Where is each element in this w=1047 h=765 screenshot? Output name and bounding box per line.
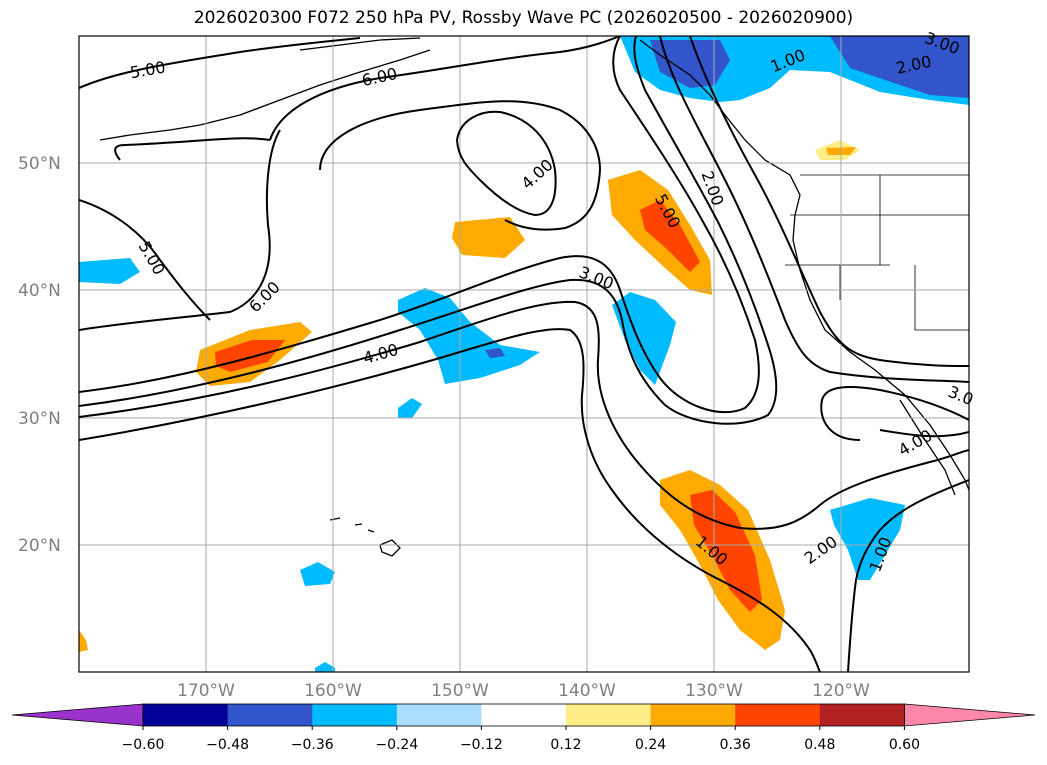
negative-anomaly-west <box>79 258 140 284</box>
colorbar-segment <box>396 704 482 726</box>
boundaries <box>785 174 969 331</box>
colorbar-segment <box>650 704 736 726</box>
us-state-lines <box>785 175 969 331</box>
lon-label: 120°W <box>812 681 870 701</box>
contour-3-band <box>79 36 778 425</box>
colorbar-tick-label: −0.60 <box>122 737 165 753</box>
lat-label: 20°N <box>18 536 61 556</box>
positive-anomaly-northeast-core <box>640 200 700 272</box>
lat-axis: 20°N 30°N 40°N 50°N <box>18 154 61 556</box>
colorbar-tick-label: −0.24 <box>375 737 418 753</box>
lon-label: 140°W <box>558 681 616 701</box>
lat-label: 40°N <box>18 281 61 301</box>
positive-anomaly-central <box>452 217 525 258</box>
colorbar-segment <box>481 704 567 726</box>
shaded-anomalies <box>79 36 969 672</box>
colorbar-tick-label: 0.24 <box>635 737 666 753</box>
negative-anomaly-southeast <box>830 498 905 580</box>
negative-anomaly-small <box>398 398 422 418</box>
hawaii-islands <box>329 517 375 533</box>
colorbar: −0.60 −0.48 −0.36 −0.24 −0.12 0.12 0.24 0.36 0.4… <box>11 703 1036 753</box>
lon-label: 160°W <box>304 681 362 701</box>
colorbar-tick-label: −0.48 <box>206 737 249 753</box>
colorbar-tick-label: 0.48 <box>804 737 835 753</box>
lon-label: 170°W <box>177 681 235 701</box>
colorbar-tick-label: −0.36 <box>291 737 334 753</box>
lon-label: 130°W <box>685 681 743 701</box>
contour-5-west <box>79 137 271 321</box>
colorbar-tick-label: 0.60 <box>889 737 920 753</box>
lon-axis: 170°W 160°W 150°W 140°W 130°W 120°W <box>177 681 870 701</box>
contour-4-east <box>820 386 969 441</box>
contour-6-loop <box>79 100 602 331</box>
aleutian-coast <box>99 49 431 141</box>
contour-2-band <box>79 36 969 530</box>
contour-6-north <box>269 36 621 141</box>
contour-5-north <box>79 37 361 89</box>
positive-anomaly-edge <box>79 630 88 652</box>
north-america-coast <box>639 39 969 491</box>
colorbar-extend-max <box>904 703 1036 727</box>
colorbar-extend-min <box>11 703 144 727</box>
baja-coast <box>899 399 956 496</box>
positive-anomaly-southeast-core <box>690 490 762 612</box>
colorbar-segment <box>566 704 652 726</box>
map-title: 2026020300 F072 250 hPa PV, Rossby Wave … <box>193 8 854 28</box>
colorbar-tick-label: 0.36 <box>720 737 751 753</box>
colorbar-segment <box>143 704 229 726</box>
colorbar-segment <box>819 704 905 726</box>
contour-1-south <box>847 479 969 672</box>
negative-anomaly-central <box>398 288 540 384</box>
lat-label: 50°N <box>18 154 61 174</box>
negative-anomaly-bottom <box>315 662 335 672</box>
alaska-coast <box>299 37 421 51</box>
positive-anomaly-west-core <box>215 340 285 372</box>
contour-1-band <box>79 36 969 672</box>
colorbar-segment <box>312 704 398 726</box>
negative-anomaly-central-core <box>485 348 505 358</box>
hawaii-big-island <box>379 539 401 557</box>
coastlines <box>99 37 969 557</box>
negative-anomaly-ne-core <box>830 36 969 98</box>
pv-contours <box>79 36 969 672</box>
contour-4-loop <box>456 110 557 217</box>
negative-anomaly-south <box>300 562 335 586</box>
lat-label: 30°N <box>18 409 61 429</box>
negative-anomaly-nw-core <box>650 40 730 88</box>
colorbar-tick-label: 0.12 <box>550 737 581 753</box>
colorbar-segment <box>735 704 821 726</box>
colorbar-frame <box>142 703 905 727</box>
contour-4-band <box>79 36 760 414</box>
colorbar-tick-label: −0.12 <box>460 737 503 753</box>
contour-3-east <box>879 429 969 438</box>
lon-label: 150°W <box>431 681 489 701</box>
colorbar-segment <box>227 704 313 726</box>
plot-frame <box>78 35 970 673</box>
